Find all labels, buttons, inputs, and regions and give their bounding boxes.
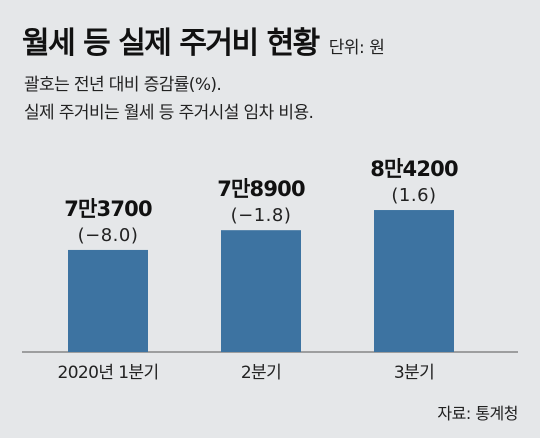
- note-line-2: 실제 주거비는 월세 등 주거시설 임차 비용.: [24, 103, 314, 123]
- value-label: 7만8900: [217, 177, 305, 201]
- chart-title: 월세 등 실제 주거비 현황: [22, 26, 320, 61]
- unit-label: 단위: 원: [328, 38, 385, 58]
- x-tick-label: 3분기: [394, 363, 434, 383]
- title-row: 월세 등 실제 주거비 현황 단위: 원: [22, 18, 385, 62]
- value-label: 7만3700: [64, 197, 152, 221]
- bar: [374, 210, 454, 352]
- change-label: (−1.8): [231, 205, 292, 226]
- bar: [68, 249, 148, 352]
- value-label: 8만4200: [370, 157, 458, 181]
- source-label: 자료: 통계청: [437, 404, 518, 423]
- note-line-1: 괄호는 전년 대비 증감률(%).: [24, 75, 222, 95]
- change-label: (−8.0): [78, 225, 139, 246]
- bar: [221, 230, 301, 352]
- x-tick-label: 2분기: [241, 363, 281, 383]
- change-label: (1.6): [391, 185, 436, 206]
- x-tick-label: 2020년 1분기: [57, 363, 158, 383]
